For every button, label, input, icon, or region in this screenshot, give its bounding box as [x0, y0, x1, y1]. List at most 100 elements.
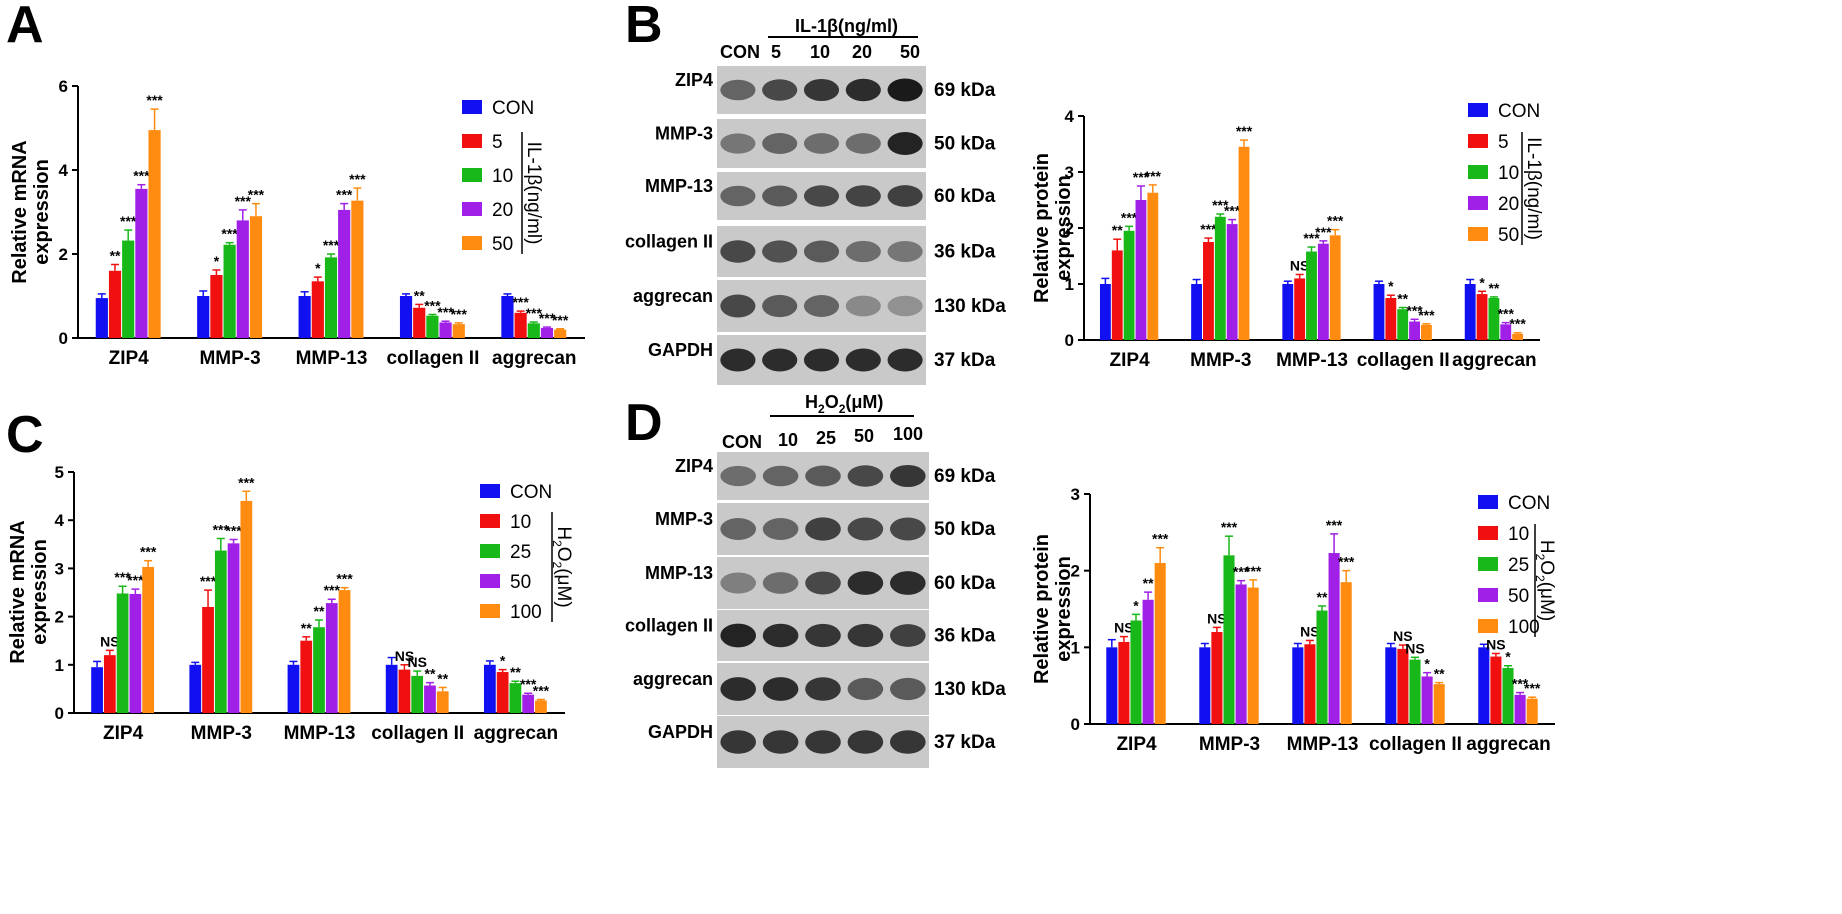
significance-label: *: [214, 253, 220, 269]
significance-label: ***: [1418, 307, 1435, 323]
legend-label: CON: [492, 98, 534, 119]
significance-label: ***: [1236, 123, 1253, 139]
category-label: MMP-13: [284, 723, 356, 744]
blot-band: [720, 294, 756, 318]
legend-swatch: [1478, 557, 1498, 571]
blot-size-label: 36 kDa: [934, 626, 996, 647]
blot-band: [889, 677, 926, 701]
blot-size-label: 37 kDa: [934, 350, 996, 371]
bar: [338, 209, 351, 338]
legend-label: 50: [492, 234, 513, 255]
significance-label: *: [315, 260, 321, 276]
significance-label: *: [500, 653, 506, 669]
bar: [311, 281, 324, 338]
blot-size-label: 50 kDa: [934, 134, 996, 155]
significance-label: ***: [1338, 554, 1355, 570]
legend-title: H2O2(μM): [1533, 540, 1557, 621]
bar: [1317, 243, 1329, 340]
bar: [1111, 250, 1123, 340]
legend-label: 10: [492, 166, 513, 187]
legend-swatch: [1468, 103, 1488, 117]
bar: [240, 500, 253, 713]
blot-band: [720, 240, 756, 263]
blot-band: [720, 677, 757, 701]
bar: [1328, 553, 1340, 724]
blot-band: [762, 348, 798, 372]
bar: [351, 200, 364, 338]
legend-label: 50: [1498, 225, 1519, 246]
category-label: collagen II: [1357, 350, 1450, 371]
bar: [424, 685, 436, 713]
bar: [540, 327, 554, 338]
legend-label: 5: [492, 132, 503, 153]
bar: [1397, 309, 1409, 340]
significance-label: NS: [100, 633, 119, 649]
blot-band: [847, 571, 884, 595]
blot-b-lane-5: 5: [771, 42, 781, 62]
significance-label: NS: [1486, 636, 1505, 652]
blot-band: [847, 623, 884, 648]
legend-label: 5: [1498, 132, 1509, 153]
category-label: aggrecan: [1466, 734, 1550, 755]
significance-label: **: [414, 287, 425, 303]
significance-label: ***: [1303, 230, 1320, 246]
blot-band: [762, 677, 799, 701]
y-tick-label: 4: [55, 511, 65, 530]
bar: [1526, 698, 1538, 724]
significance-label: ***: [324, 582, 341, 598]
blot-protein-label: MMP-3: [655, 124, 713, 144]
blot-band: [887, 78, 923, 102]
blot-d-lane-10: 10: [778, 430, 798, 450]
bar: [1211, 632, 1223, 724]
significance-label: NS: [1405, 640, 1424, 656]
bar: [1118, 641, 1130, 724]
significance-label: *: [1133, 597, 1139, 613]
significance-label: ***: [133, 168, 150, 184]
blot-d-lane-100: 100: [893, 424, 923, 444]
bar: [189, 664, 202, 713]
bar: [214, 550, 227, 713]
blot-size-label: 130 kDa: [934, 679, 1006, 700]
significance-label: ***: [526, 305, 543, 321]
blot-b-lane-con: CON: [720, 42, 760, 62]
significance-label: **: [1488, 280, 1499, 296]
significance-label: *: [1424, 656, 1430, 672]
bar: [148, 130, 161, 338]
bar: [1199, 647, 1211, 724]
bar: [1478, 647, 1490, 724]
bar: [1223, 555, 1235, 724]
y-tick-label: 2: [59, 245, 68, 264]
bar: [1421, 676, 1433, 724]
blot-d-lane-50: 50: [854, 426, 874, 446]
legend-swatch: [462, 100, 482, 114]
legend-label: 25: [1508, 555, 1529, 576]
blot-d-condition: H2O2(μM): [805, 392, 883, 416]
legend-title: H2O2(μM): [550, 526, 574, 607]
bar: [1316, 610, 1328, 724]
significance-label: ***: [539, 310, 556, 326]
bar: [1433, 684, 1445, 724]
blot-band: [845, 133, 881, 154]
significance-label: ***: [1221, 519, 1238, 535]
blot-band: [887, 131, 923, 156]
significance-label: **: [1143, 575, 1154, 591]
blot-band: [887, 185, 923, 207]
blot-band: [847, 677, 884, 701]
significance-label: NS: [1300, 623, 1319, 639]
blot-d-lane-con: CON: [722, 432, 762, 452]
bar: [439, 322, 452, 338]
category-label: aggrecan: [474, 723, 558, 744]
significance-label: NS: [1114, 620, 1133, 636]
y-tick-label: 2: [1065, 219, 1074, 238]
bar: [1514, 694, 1526, 724]
bar: [1214, 216, 1226, 340]
significance-label: ***: [1152, 531, 1169, 547]
significance-label: ***: [323, 237, 340, 253]
bar: [535, 700, 547, 713]
bar: [223, 244, 236, 338]
significance-label: ***: [437, 304, 454, 320]
significance-label: *: [1388, 278, 1394, 294]
legend-label: 20: [492, 200, 513, 221]
legend-swatch: [480, 574, 500, 588]
blot-band: [720, 133, 756, 154]
